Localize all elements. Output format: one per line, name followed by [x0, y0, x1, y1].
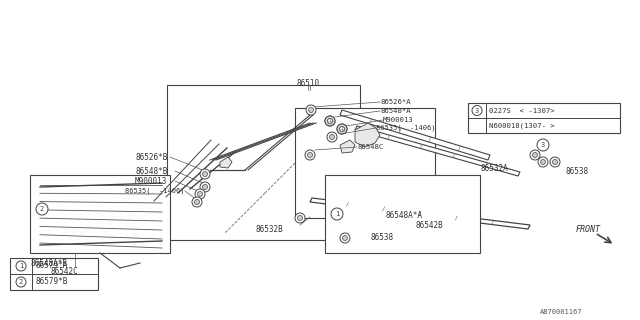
Circle shape — [328, 118, 333, 124]
Text: 86579*B: 86579*B — [35, 277, 67, 286]
Text: 86548*B: 86548*B — [135, 166, 168, 175]
Circle shape — [198, 191, 202, 196]
Circle shape — [307, 153, 312, 157]
Bar — [30, 175, 170, 253]
Circle shape — [327, 132, 337, 142]
Text: 86535(  -1406): 86535( -1406) — [125, 188, 184, 194]
Text: 86538: 86538 — [370, 233, 393, 242]
Circle shape — [202, 172, 207, 177]
Text: 86538: 86538 — [565, 166, 588, 175]
Circle shape — [195, 199, 200, 204]
Circle shape — [532, 153, 538, 157]
Text: 1: 1 — [19, 263, 23, 269]
Polygon shape — [220, 157, 232, 168]
Circle shape — [16, 261, 26, 271]
Text: 0227S  < -1307>: 0227S < -1307> — [489, 108, 555, 114]
Text: 86526*B: 86526*B — [135, 153, 168, 162]
Circle shape — [537, 139, 549, 151]
Circle shape — [192, 197, 202, 207]
Circle shape — [298, 215, 303, 220]
Polygon shape — [340, 140, 355, 153]
Text: 1: 1 — [335, 211, 339, 217]
Circle shape — [325, 116, 335, 126]
Text: 86535(  -1406): 86535( -1406) — [376, 125, 435, 131]
Circle shape — [36, 203, 48, 215]
Bar — [10, 258, 98, 290]
Circle shape — [200, 182, 210, 192]
Text: FRONT: FRONT — [576, 225, 601, 234]
Circle shape — [337, 124, 347, 134]
Circle shape — [337, 124, 347, 134]
Circle shape — [305, 150, 315, 160]
Circle shape — [538, 157, 548, 167]
Text: 86548A*A: 86548A*A — [385, 211, 422, 220]
Circle shape — [295, 213, 305, 223]
Circle shape — [340, 233, 350, 243]
Circle shape — [339, 126, 344, 132]
Bar — [295, 108, 435, 218]
Text: 86532B: 86532B — [255, 226, 283, 235]
Text: 2: 2 — [40, 206, 44, 212]
Text: 2: 2 — [19, 279, 23, 285]
Circle shape — [552, 159, 557, 164]
Circle shape — [550, 157, 560, 167]
Circle shape — [306, 105, 316, 115]
Polygon shape — [310, 198, 530, 229]
Bar — [167, 85, 360, 240]
Circle shape — [339, 126, 344, 132]
Circle shape — [202, 185, 207, 189]
Circle shape — [325, 116, 335, 126]
Text: 86542C: 86542C — [50, 268, 77, 276]
Text: 86548A*B: 86548A*B — [30, 259, 67, 268]
Text: 86532A: 86532A — [480, 164, 508, 172]
Text: 3: 3 — [541, 142, 545, 148]
Circle shape — [541, 159, 545, 164]
Text: 3: 3 — [475, 108, 479, 114]
Circle shape — [328, 118, 333, 124]
Circle shape — [200, 169, 210, 179]
Text: 86526*A: 86526*A — [380, 99, 411, 105]
Bar — [325, 175, 480, 253]
Circle shape — [530, 150, 540, 160]
Circle shape — [331, 208, 343, 220]
Polygon shape — [355, 126, 520, 176]
Circle shape — [472, 106, 482, 116]
Polygon shape — [355, 123, 380, 147]
Text: N600018(1307- >: N600018(1307- > — [489, 122, 555, 129]
Text: 86548C: 86548C — [357, 144, 383, 150]
Text: M900013: M900013 — [383, 117, 413, 123]
Text: A870001167: A870001167 — [540, 309, 582, 315]
Polygon shape — [340, 110, 490, 160]
Circle shape — [330, 134, 335, 140]
Circle shape — [16, 277, 26, 287]
Text: 86548*A: 86548*A — [380, 108, 411, 114]
Circle shape — [195, 189, 205, 199]
Text: 86510: 86510 — [296, 78, 319, 87]
Circle shape — [342, 236, 348, 241]
Circle shape — [308, 108, 314, 113]
Text: 86542B: 86542B — [415, 220, 443, 229]
Text: M900013: M900013 — [135, 177, 168, 186]
Bar — [468, 103, 620, 133]
Text: 86579*A: 86579*A — [35, 261, 67, 270]
